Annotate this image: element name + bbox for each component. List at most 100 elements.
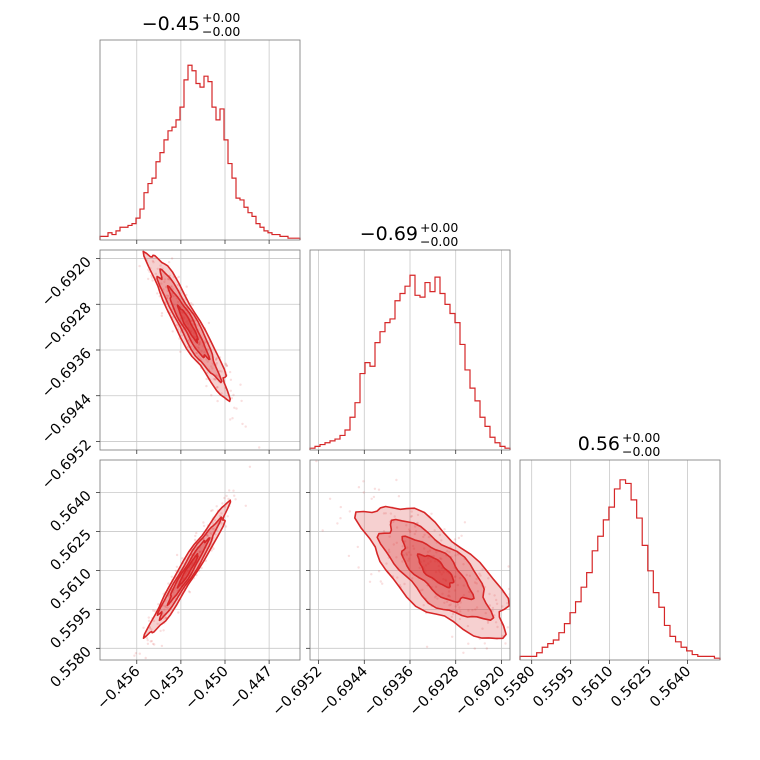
sample-point [152, 261, 155, 264]
sample-point [149, 640, 152, 643]
sample-point [416, 521, 419, 525]
sample-point [162, 617, 166, 620]
sample-point [465, 573, 468, 577]
sample-point [213, 519, 217, 522]
sample-point [151, 259, 155, 263]
sample-point [150, 276, 154, 279]
sample-point [143, 245, 145, 247]
sample-point [458, 617, 462, 621]
sample-point [443, 528, 446, 531]
pair-panel-2-0 [133, 465, 252, 660]
sample-point [167, 277, 170, 281]
sample-point [447, 590, 451, 593]
title-median: 0.56 [578, 433, 620, 455]
sample-point [210, 394, 213, 397]
sample-point [211, 367, 214, 370]
sample-point [473, 581, 477, 584]
contour-line-level-0 [354, 505, 510, 640]
sample-point [458, 577, 462, 580]
sample-point [179, 350, 182, 353]
sample-point [166, 606, 169, 609]
sample-point [396, 576, 399, 579]
sample-point [113, 195, 115, 197]
sample-point [206, 348, 209, 351]
sample-point [224, 362, 227, 365]
histogram-param-0 [99, 64, 301, 240]
sample-point [454, 554, 457, 557]
sample-point [413, 525, 417, 528]
sample-point [231, 417, 234, 420]
sample-point [205, 377, 208, 381]
sample-point [160, 644, 164, 648]
sample-point [451, 612, 455, 616]
contour-fill-level-2 [167, 537, 210, 606]
sample-point [453, 575, 456, 579]
sample-point [411, 577, 414, 580]
sample-point [160, 314, 163, 317]
sample-point [433, 560, 437, 563]
sample-point [177, 611, 180, 614]
sample-point [159, 264, 162, 267]
sample-point [339, 505, 342, 509]
sample-point [159, 629, 162, 633]
sample-point [214, 533, 217, 536]
sample-point [512, 620, 514, 622]
sample-point [172, 294, 175, 298]
sample-point [427, 535, 431, 539]
title-median: −0.69 [360, 223, 418, 245]
sample-point [228, 489, 231, 492]
sample-point [136, 244, 138, 246]
sample-point [165, 294, 168, 297]
sample-point [468, 574, 472, 577]
sample-point [481, 568, 484, 571]
sample-point [258, 446, 261, 449]
sample-point [147, 277, 150, 281]
sample-point [445, 600, 449, 603]
sample-point [458, 606, 461, 609]
sample-point [225, 494, 228, 498]
contour-fill-level-0 [354, 506, 510, 639]
contour-fill-level-3 [177, 305, 199, 343]
sample-point [198, 550, 201, 554]
sample-point [387, 548, 391, 551]
sample-point [442, 578, 445, 581]
sample-point [209, 531, 212, 534]
sample-point [385, 562, 388, 565]
sample-point [213, 378, 217, 381]
contour-line-level-0 [142, 499, 232, 639]
sample-point [459, 610, 462, 613]
sample-point [225, 364, 228, 367]
sample-point [416, 513, 420, 517]
sample-point [138, 264, 141, 268]
sample-point [151, 642, 155, 646]
sample-point [167, 261, 171, 264]
sample-point [133, 654, 136, 657]
sample-point [224, 525, 228, 528]
title-param-0: −0.45 +0.00 −0.00 [142, 10, 241, 39]
sample-point [239, 383, 242, 386]
sample-point [198, 341, 201, 344]
sample-point [507, 565, 510, 568]
x-tick-label: −0.456 [94, 664, 143, 713]
sample-point [405, 553, 409, 557]
sample-point [160, 282, 163, 285]
sample-point [228, 370, 232, 374]
sample-point [447, 594, 450, 597]
sample-point [212, 377, 215, 381]
sample-point [534, 612, 536, 614]
sample-point [160, 312, 164, 315]
sample-point [232, 393, 235, 397]
sample-point [321, 529, 324, 532]
sample-point [495, 598, 498, 602]
sample-point [422, 535, 425, 539]
sample-point [401, 545, 404, 548]
sample-point [527, 571, 529, 573]
sample-point [153, 609, 157, 613]
sample-point [397, 495, 401, 498]
sample-point [403, 582, 406, 586]
sample-point [459, 601, 462, 604]
sample-point [437, 569, 441, 572]
sample-point [220, 392, 223, 395]
sample-point [486, 621, 490, 624]
sample-point [373, 487, 377, 490]
